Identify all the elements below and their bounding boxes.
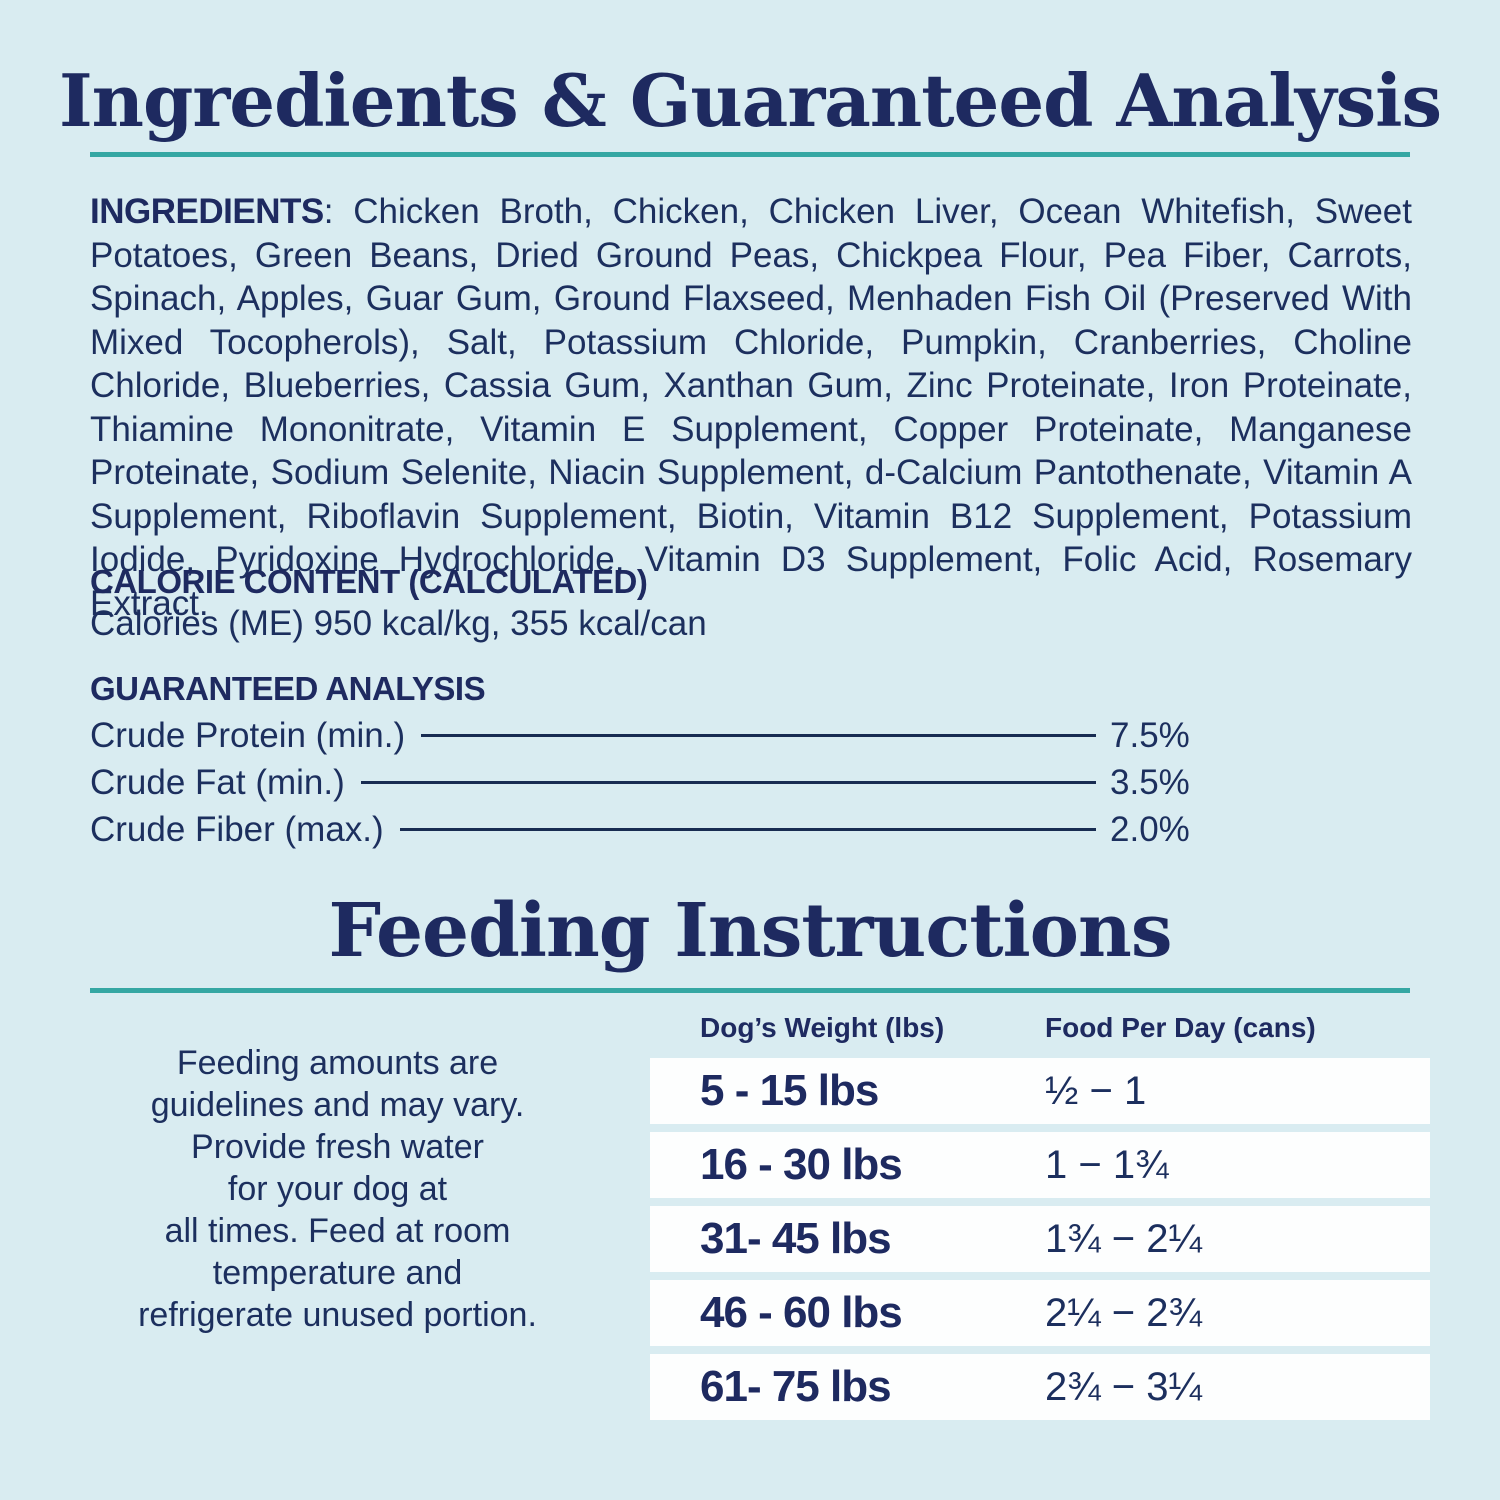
guaranteed-analysis-table: Crude Protein (min.) 7.5% Crude Fat (min… (90, 712, 1192, 853)
feeding-guidelines-note: Feeding amounts are guidelines and may v… (95, 1042, 580, 1336)
note-line: Feeding amounts are (176, 1044, 499, 1082)
table-row: 5 - 15 lbs ½ − 1 (650, 1058, 1430, 1124)
guaranteed-analysis-heading: GUARANTEED ANALYSIS (90, 670, 486, 707)
analysis-value: 3.5% (1110, 762, 1190, 802)
table-row: 31- 45 lbs 1¾ − 2¼ (650, 1206, 1430, 1272)
note-line: refrigerate unused portion. (138, 1296, 537, 1334)
food-amount-cell: 1 − 1¾ (1045, 1142, 1169, 1187)
ingredients-label: INGREDIENTS (90, 192, 324, 231)
ingredients-section-title: Ingredients & Guaranteed Analysis (58, 58, 1442, 143)
food-amount-cell: ½ − 1 (1045, 1068, 1147, 1113)
analysis-row-crude-fiber: Crude Fiber (max.) 2.0% (90, 806, 1192, 853)
feeding-table: Dog’s Weight (lbs) Food Per Day (cans) 5… (650, 1012, 1430, 1428)
analysis-value: 2.0% (1110, 809, 1190, 849)
analysis-label: Crude Protein (min.) (90, 715, 406, 755)
table-row: 61- 75 lbs 2¾ − 3¼ (650, 1354, 1430, 1420)
table-row: 46 - 60 lbs 2¼ − 2¾ (650, 1280, 1430, 1346)
note-line: guidelines and may vary. (150, 1086, 525, 1124)
analysis-value: 7.5% (1110, 715, 1190, 755)
feeding-instructions-title: Feeding Instructions (328, 888, 1172, 974)
feeding-table-header: Dog’s Weight (lbs) Food Per Day (cans) (650, 1012, 1430, 1044)
calorie-content-heading: CALORIE CONTENT (CALCULATED) (90, 563, 648, 600)
note-line: Provide fresh water (191, 1128, 484, 1166)
weight-range-cell: 61- 75 lbs (700, 1362, 892, 1411)
analysis-row-crude-fat: Crude Fat (min.) 3.5% (90, 759, 1192, 806)
analysis-label: Crude Fiber (max.) (90, 809, 384, 849)
analysis-row-crude-protein: Crude Protein (min.) 7.5% (90, 712, 1192, 759)
weight-range-cell: 46 - 60 lbs (700, 1288, 903, 1337)
calorie-content-value: Calories (ME) 950 kcal/kg, 355 kcal/can (90, 604, 707, 643)
food-amount-cell: 2¾ − 3¼ (1045, 1364, 1202, 1409)
note-line: temperature and (212, 1254, 463, 1292)
analysis-label: Crude Fat (min.) (90, 762, 345, 802)
ingredients-list-text: : Chicken Broth, Chicken, Chicken Liver,… (90, 192, 1412, 623)
section-divider-rule (90, 988, 1410, 993)
leader-line (421, 734, 1096, 737)
food-amount-cell: 2¼ − 2¾ (1045, 1290, 1202, 1335)
leader-line (360, 781, 1096, 784)
note-line: for your dog at (227, 1170, 448, 1208)
weight-range-cell: 5 - 15 lbs (700, 1066, 879, 1115)
ingredients-paragraph: INGREDIENTS: Chicken Broth, Chicken, Chi… (90, 190, 1412, 625)
section-divider-rule (90, 152, 1410, 157)
food-amount-cell: 1¾ − 2¼ (1045, 1216, 1202, 1261)
weight-range-cell: 16 - 30 lbs (700, 1140, 903, 1189)
table-row: 16 - 30 lbs 1 − 1¾ (650, 1132, 1430, 1198)
column-header-dogs-weight: Dog’s Weight (lbs) (700, 1012, 945, 1043)
leader-line (399, 828, 1096, 831)
weight-range-cell: 31- 45 lbs (700, 1214, 892, 1263)
note-line: all times. Feed at room (164, 1212, 511, 1250)
column-header-food-per-day: Food Per Day (cans) (1045, 1012, 1316, 1043)
